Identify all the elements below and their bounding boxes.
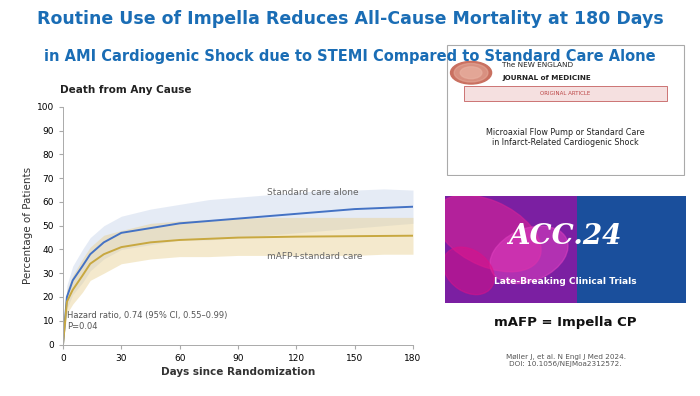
Text: Routine Use of Impella Reduces All-Cause Mortality at 180 Days: Routine Use of Impella Reduces All-Cause…: [36, 10, 664, 28]
Text: Standard care alone: Standard care alone: [267, 188, 359, 197]
Y-axis label: Percentage of Patients: Percentage of Patients: [22, 167, 33, 284]
FancyBboxPatch shape: [464, 86, 666, 101]
Text: Late-Breaking Clinical Trials: Late-Breaking Clinical Trials: [494, 277, 636, 286]
Text: Møller J, et al. N Engl J Med 2024.
DOI: 10.1056/NEJMoa2312572.: Møller J, et al. N Engl J Med 2024. DOI:…: [505, 354, 626, 367]
Text: in AMI Cardiogenic Shock due to STEMI Compared to Standard Care Alone: in AMI Cardiogenic Shock due to STEMI Co…: [44, 50, 656, 65]
Text: Death from Any Cause: Death from Any Cause: [60, 85, 191, 95]
Circle shape: [454, 63, 488, 82]
Text: mAFP = Impella CP: mAFP = Impella CP: [494, 316, 637, 329]
Ellipse shape: [490, 226, 568, 284]
Text: ACC.24: ACC.24: [509, 223, 622, 250]
Text: Microaxial Flow Pump or Standard Care
in Infarct-Related Cardiogenic Shock: Microaxial Flow Pump or Standard Care in…: [486, 128, 645, 147]
FancyBboxPatch shape: [444, 196, 578, 303]
Text: mAFP+standard care: mAFP+standard care: [267, 252, 363, 261]
Text: ORIGINAL ARTICLE: ORIGINAL ARTICLE: [540, 91, 590, 96]
Text: The NEW ENGLAND: The NEW ENGLAND: [503, 62, 573, 68]
Ellipse shape: [435, 195, 541, 272]
Text: JOURNAL of MEDICINE: JOURNAL of MEDICINE: [503, 75, 592, 81]
FancyBboxPatch shape: [444, 196, 686, 303]
Text: Hazard ratio, 0.74 (95% CI, 0.55–0.99)
P=0.04: Hazard ratio, 0.74 (95% CI, 0.55–0.99) P…: [67, 311, 228, 331]
FancyBboxPatch shape: [447, 45, 684, 175]
Circle shape: [460, 67, 482, 79]
Ellipse shape: [443, 247, 494, 295]
Circle shape: [451, 61, 491, 84]
X-axis label: Days since Randomization: Days since Randomization: [161, 367, 315, 377]
